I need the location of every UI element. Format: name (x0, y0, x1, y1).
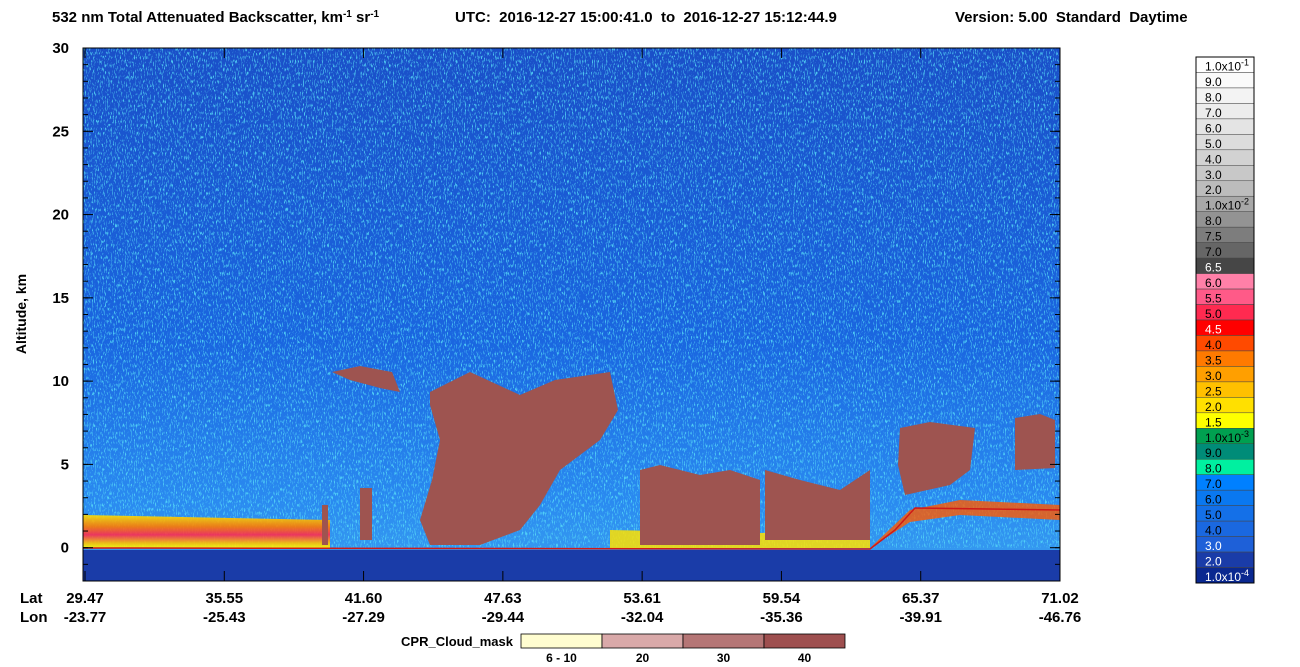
lon-tick-label: -25.43 (203, 609, 246, 626)
colorbar-label: 3.0 (1205, 168, 1222, 182)
colorbar-label: 1.5 (1205, 415, 1222, 429)
cloud-mask-value: 30 (717, 651, 731, 665)
lon-tick-label: -23.77 (64, 609, 107, 626)
lat-tick-label: 47.63 (484, 590, 522, 607)
colorbar-label: 4.0 (1205, 338, 1222, 352)
colorbar-label: 9.0 (1205, 75, 1222, 89)
colorbar-label: 8.0 (1205, 214, 1222, 228)
version: Version: 5.00 Standard Daytime (955, 9, 1188, 26)
colorbar-label: 1.0x10-4 (1205, 568, 1249, 584)
colorbar-label-exponent: -4 (1241, 568, 1249, 578)
lon-tick-label: -32.04 (621, 609, 664, 626)
cloud-mask-label: CPR_Cloud_mask (401, 634, 514, 649)
colorbar-label: 4.5 (1205, 322, 1222, 336)
colorbar-label-base: 1.0x10 (1205, 199, 1241, 213)
colorbar-label: 2.5 (1205, 384, 1222, 398)
chart-title: 532 nm Total Attenuated Backscatter, km-… (52, 9, 380, 27)
colorbar-label: 6.0 (1205, 276, 1222, 290)
y-tick-label: 15 (52, 290, 69, 307)
colorbar-label-base: 1.0x10 (1205, 570, 1241, 584)
colorbar-label: 6.5 (1205, 261, 1222, 275)
colorbar-label-exponent: -1 (1241, 57, 1249, 67)
lat-tick-label: 59.54 (763, 590, 801, 607)
colorbar-label: 2.0 (1205, 555, 1222, 569)
y-tick-label: 20 (52, 207, 69, 224)
cloud-mask-swatch (763, 633, 846, 649)
colorbar-label-exponent: -3 (1241, 429, 1249, 439)
colorbar-label: 8.0 (1205, 462, 1222, 476)
cloud-mask-value: 20 (636, 651, 650, 665)
colorbar-label: 3.0 (1205, 539, 1222, 553)
cloud-mask-value: 40 (798, 651, 812, 665)
colorbar-label: 5.0 (1205, 137, 1222, 151)
colorbar-label: 6.0 (1205, 121, 1222, 135)
lat-tick-label: 35.55 (206, 590, 244, 607)
colorbar-label: 2.0 (1205, 400, 1222, 414)
colorbar-label: 7.0 (1205, 245, 1222, 259)
colorbar-label: 7.5 (1205, 230, 1222, 244)
lat-tick-label: 29.47 (66, 590, 104, 607)
colorbar-label-exponent: -2 (1241, 197, 1249, 207)
lon-label: Lon (20, 609, 48, 626)
colorbar-label: 9.0 (1205, 446, 1222, 460)
cloud-mask-value: 6 - 10 (546, 651, 577, 665)
colorbar-frame (1195, 56, 1255, 584)
colorbar-label: 1.0x10-3 (1205, 429, 1249, 445)
lon-tick-label: -46.76 (1039, 609, 1082, 626)
colorbar-label: 4.0 (1205, 152, 1222, 166)
lon-tick-label: -35.36 (760, 609, 803, 626)
title-superscript: -1 (343, 9, 352, 20)
colorbar-label: 4.0 (1205, 524, 1222, 538)
title-part: sr (352, 9, 371, 26)
cloud-mask-swatch (601, 633, 684, 649)
y-tick-label: 25 (52, 123, 69, 140)
colorbar-label: 3.0 (1205, 369, 1222, 383)
lon-tick-label: -29.44 (482, 609, 525, 626)
colorbar-label: 3.5 (1205, 353, 1222, 367)
colorbar-label: 5.5 (1205, 292, 1222, 306)
colorbar-label: 5.0 (1205, 307, 1222, 321)
colorbar-label: 7.0 (1205, 106, 1222, 120)
colorbar-label-base: 1.0x10 (1205, 431, 1241, 445)
lat-tick-label: 41.60 (345, 590, 383, 607)
colorbar-label: 5.0 (1205, 508, 1222, 522)
title-superscript: -1 (370, 9, 379, 20)
lat-tick-label: 53.61 (623, 590, 661, 607)
cloud-mask-swatch (682, 633, 765, 649)
y-tick-label: 0 (61, 540, 69, 557)
y-tick-label: 30 (52, 40, 69, 57)
colorbar-label: 2.0 (1205, 183, 1222, 197)
colorbar-label: 8.0 (1205, 90, 1222, 104)
lat-tick-label: 71.02 (1041, 590, 1079, 607)
y-axis-label: Altitude, km (13, 274, 29, 354)
lon-tick-label: -27.29 (342, 609, 385, 626)
cloud-mask-swatch (520, 633, 603, 649)
lon-tick-label: -39.91 (899, 609, 942, 626)
colorbar-label-base: 1.0x10 (1205, 59, 1241, 73)
lat-tick-label: 65.37 (902, 590, 940, 607)
colorbar-label: 1.0x10-2 (1205, 197, 1249, 213)
title-part: 532 nm Total Attenuated Backscatter, km (52, 9, 343, 26)
backscatter-image (82, 48, 1061, 581)
y-tick-label: 10 (52, 373, 69, 390)
colorbar-label: 6.0 (1205, 493, 1222, 507)
y-tick-label: 5 (61, 456, 69, 473)
lat-label: Lat (20, 590, 43, 607)
utc-range: UTC: 2016-12-27 15:00:41.0 to 2016-12-27… (455, 9, 837, 26)
colorbar-label: 1.0x10-1 (1205, 57, 1249, 73)
colorbar-label: 7.0 (1205, 477, 1222, 491)
